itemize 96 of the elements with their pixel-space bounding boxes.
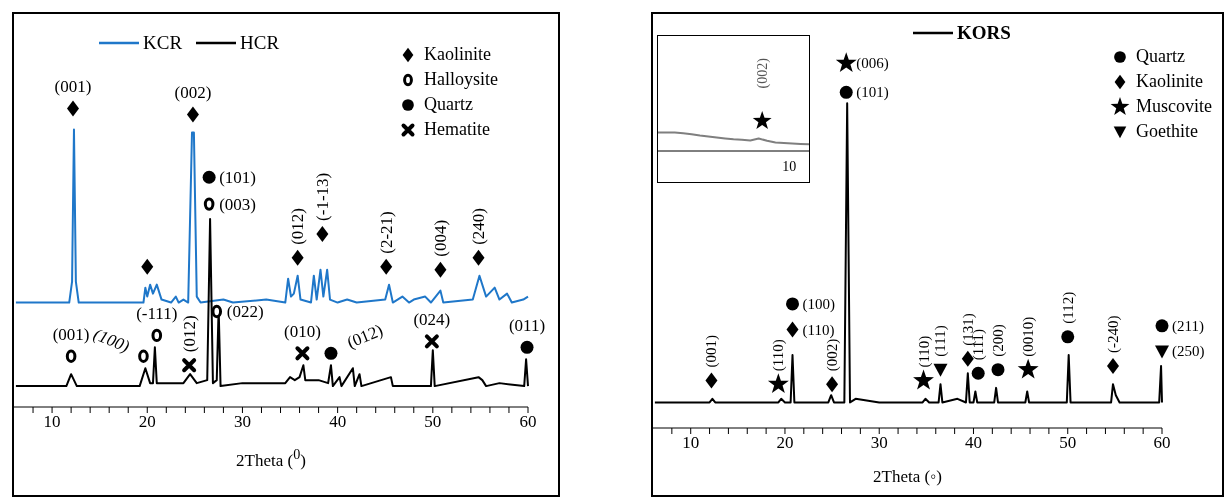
annotation: (004) <box>430 219 450 257</box>
annotation: (-240) <box>1104 315 1122 353</box>
point <box>786 297 799 311</box>
point <box>202 170 216 184</box>
legend-label: HCR <box>240 32 280 54</box>
annotation: (002) <box>174 83 212 103</box>
point <box>316 225 329 242</box>
point <box>1155 345 1169 359</box>
annotation: (003) <box>219 194 256 214</box>
annotation: (111) <box>932 325 950 357</box>
x-tick-label: 50 <box>424 412 442 432</box>
legend-label: Muscovite <box>1136 95 1212 118</box>
annotation: 10 <box>782 159 797 174</box>
annotation: (012) <box>288 207 308 245</box>
annotation: (240) <box>469 207 488 245</box>
point <box>839 85 853 99</box>
point <box>1155 319 1169 333</box>
annotation: (012) <box>344 320 386 352</box>
annotation: (001) <box>52 324 90 344</box>
annotation: (110) <box>770 339 788 372</box>
legend-label: Quartz <box>424 93 473 116</box>
annotation: (022) <box>226 302 264 322</box>
annotation: (110) <box>802 321 835 339</box>
point <box>141 258 154 275</box>
legend-label: Halloysite <box>424 68 498 91</box>
x-tick-label: 10 <box>682 433 700 453</box>
point <box>380 258 393 275</box>
annotation: (-1-13) <box>312 172 332 221</box>
legend-label: Hematite <box>424 118 490 141</box>
annotation: (100) <box>90 324 133 357</box>
point <box>971 366 985 380</box>
point <box>835 52 857 73</box>
point <box>295 346 310 361</box>
x-tick-label: 20 <box>138 412 156 432</box>
x-tick-label: 60 <box>1153 433 1171 453</box>
annotation: (101) <box>856 84 889 102</box>
point <box>991 363 1005 377</box>
point <box>434 261 447 278</box>
point <box>913 369 934 390</box>
point <box>826 376 839 393</box>
x-tick-label: 10 <box>43 412 61 432</box>
x-axis-title: 2Theta (◦) <box>872 467 943 487</box>
point <box>203 197 215 211</box>
annotation: (101) <box>219 167 256 187</box>
annotation: (006) <box>856 55 889 73</box>
legend-label: Kaolinite <box>1136 70 1203 93</box>
point <box>186 106 199 123</box>
annotation: (2-21) <box>376 211 396 254</box>
x-tick-label: 60 <box>519 412 537 432</box>
point <box>472 249 485 266</box>
point <box>767 373 789 394</box>
point <box>65 349 77 363</box>
point <box>424 334 439 349</box>
annotation: (001) <box>703 335 721 368</box>
annotation: (002) <box>824 338 842 372</box>
annotation: (200) <box>989 324 1007 357</box>
annotation: (010) <box>284 321 321 341</box>
annotation: (002) <box>754 57 771 89</box>
point <box>961 350 974 367</box>
point <box>182 358 197 373</box>
legend-label: Quartz <box>1136 45 1185 68</box>
point <box>211 304 223 319</box>
x-tick-label: 30 <box>233 412 251 432</box>
legend-label: KORS <box>957 22 1011 44</box>
annotation: (112) <box>1059 291 1077 324</box>
x-tick-label: 50 <box>1059 433 1077 453</box>
legend-label: KCR <box>143 32 183 54</box>
point <box>705 372 718 389</box>
annotation: (-111) <box>136 303 178 323</box>
annotation: (250) <box>1172 343 1205 361</box>
x-tick-label: 40 <box>964 433 982 453</box>
annotation: (012) <box>179 315 199 353</box>
annotation: (110) <box>915 335 933 368</box>
legend-label: Kaolinite <box>424 43 491 66</box>
annotation: (001) <box>54 77 92 97</box>
point <box>324 346 338 360</box>
point <box>291 249 304 266</box>
x-tick-label: 20 <box>776 433 794 453</box>
point <box>151 328 163 343</box>
annotation: (211) <box>1172 317 1204 335</box>
point <box>67 100 80 117</box>
point <box>1061 330 1075 344</box>
x-axis-title: 2Theta ($^{0}$) <box>235 446 307 471</box>
annotation: (024) <box>413 309 451 329</box>
x-tick-label: 30 <box>870 433 888 453</box>
point <box>138 349 149 363</box>
point <box>1017 358 1039 379</box>
annotation: (011) <box>508 315 546 335</box>
point <box>520 340 534 354</box>
x-tick-label: 40 <box>329 412 347 432</box>
annotation: (0010) <box>1020 316 1038 357</box>
legend-label: Goethite <box>1136 120 1198 143</box>
point <box>933 363 948 377</box>
annotation: (100) <box>802 295 835 313</box>
point <box>1106 357 1119 374</box>
point <box>786 321 799 338</box>
